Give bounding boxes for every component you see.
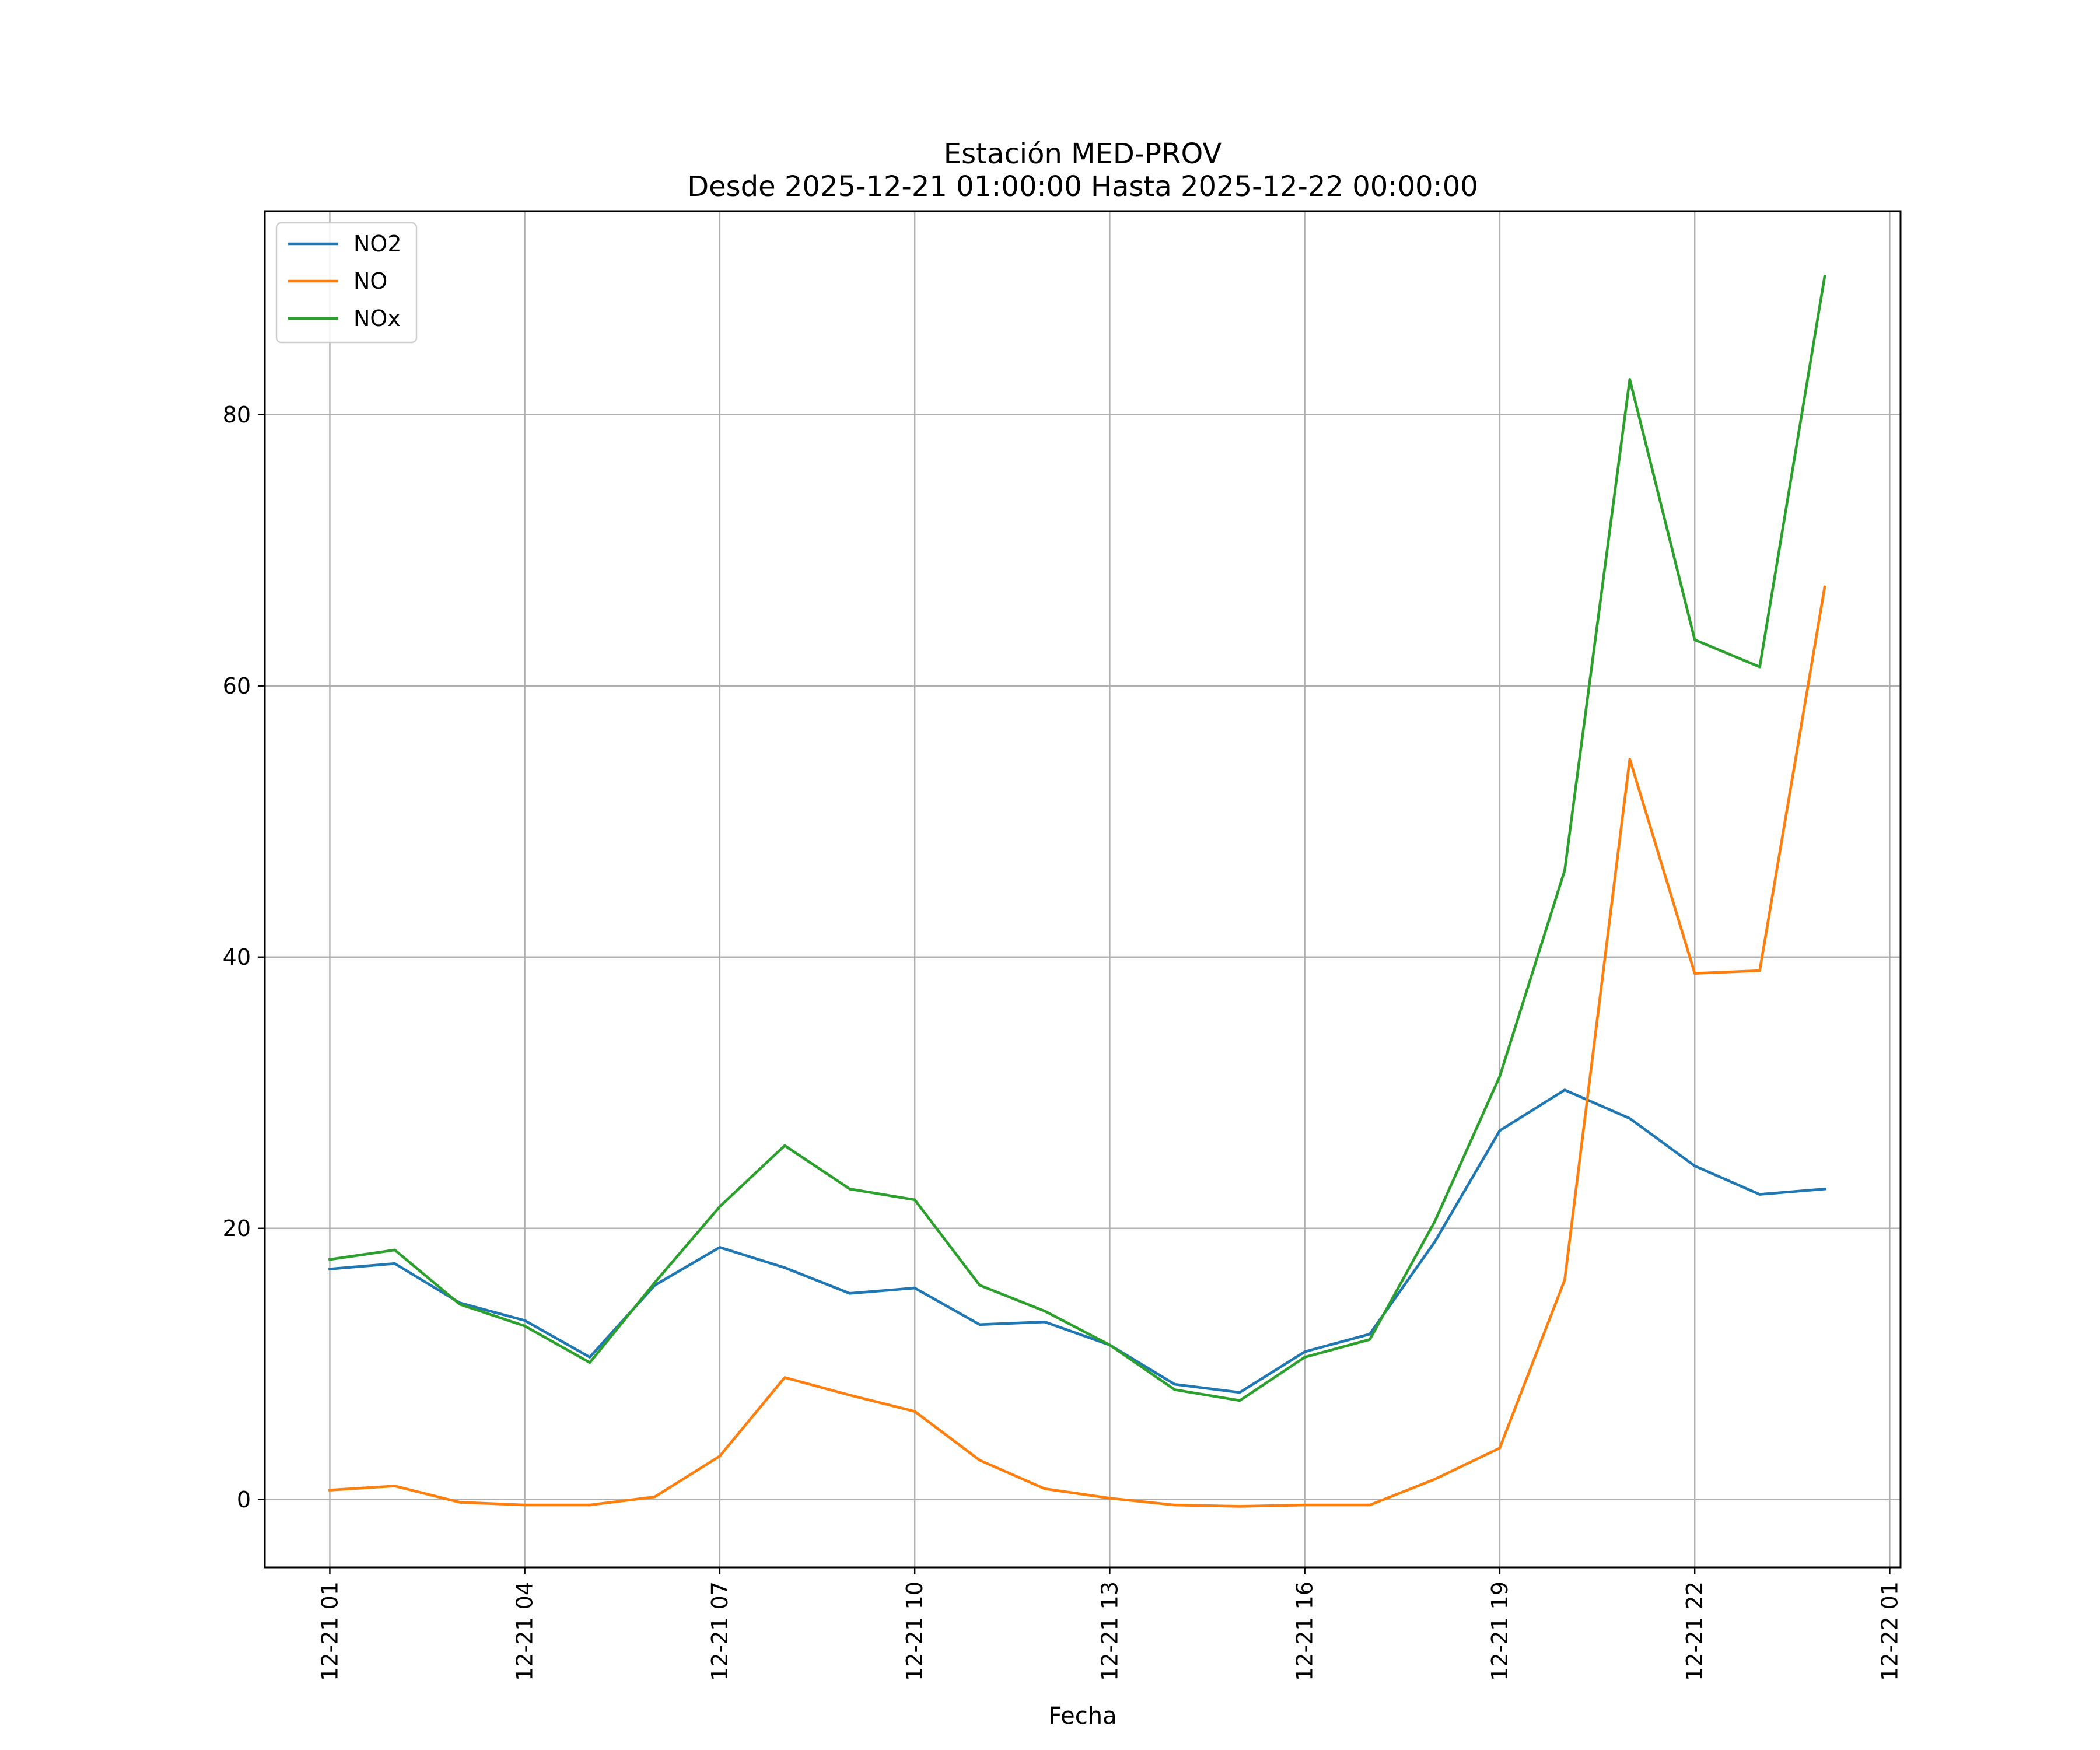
legend-label-no2: NO2: [354, 231, 402, 257]
y-tick-label: 80: [223, 402, 251, 428]
x-tick-label: 12-21 01: [317, 1581, 342, 1681]
x-axis: 12-21 01 12-21 04 12-21 07 12-21 10 12-21 13…: [317, 1567, 1902, 1681]
x-tick-label: 12-21 19: [1487, 1581, 1513, 1681]
x-tick-label: 12-21 13: [1097, 1581, 1122, 1681]
legend-label-no: NO: [354, 268, 387, 294]
x-tick-label: 12-21 10: [902, 1581, 928, 1681]
plot-frame: [264, 210, 1902, 1569]
series-line-nox: [328, 274, 1826, 1402]
x-tick-label: 12-22 01: [1877, 1581, 1902, 1681]
y-tick-label: 40: [223, 944, 251, 970]
y-tick-label: 60: [223, 673, 251, 699]
x-tick-label: 12-21 22: [1682, 1581, 1707, 1681]
x-tick-label: 12-21 07: [707, 1581, 733, 1681]
x-tick-label: 12-21 04: [512, 1581, 538, 1681]
y-tick-label: 0: [237, 1487, 251, 1513]
x-tick-label: 12-21 16: [1292, 1581, 1318, 1681]
chart-subtitle: Desde 2025-12-21 01:00:00 Hasta 2025-12-…: [687, 170, 1478, 203]
legend: NO2 NO NOx: [275, 222, 418, 344]
series-line-no2: [328, 1088, 1826, 1394]
legend-box: [275, 222, 418, 344]
grid: [265, 211, 1901, 1567]
chart-title: Estación MED-PROV: [944, 138, 1222, 170]
legend-label-nox: NOx: [354, 306, 401, 331]
series-line-no: [328, 585, 1826, 1508]
y-tick-label: 20: [223, 1216, 251, 1241]
series-lines: [328, 274, 1826, 1508]
y-axis: 0 20 40 60 80: [223, 402, 265, 1513]
x-axis-label: Fecha: [1048, 1703, 1116, 1730]
